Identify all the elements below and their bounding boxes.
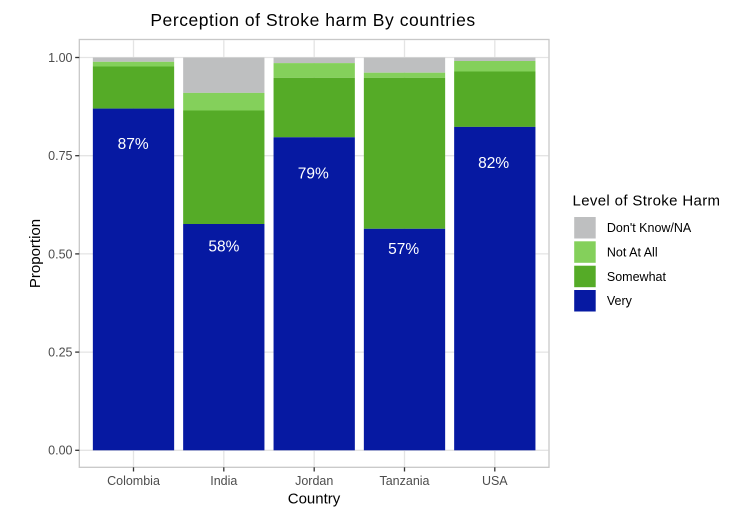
svg-text:58%: 58%: [208, 239, 239, 256]
svg-text:79%: 79%: [298, 166, 329, 183]
svg-text:57%: 57%: [388, 241, 419, 258]
svg-text:0.00: 0.00: [48, 444, 72, 458]
svg-text:Proportion: Proportion: [27, 219, 44, 288]
svg-text:Jordan: Jordan: [295, 474, 333, 488]
svg-text:87%: 87%: [118, 136, 149, 153]
svg-text:Country: Country: [288, 490, 341, 507]
svg-text:India: India: [210, 474, 237, 488]
svg-text:Very: Very: [607, 294, 633, 308]
svg-text:Perception of Stroke harm By c: Perception of Stroke harm By countries: [150, 10, 475, 30]
svg-text:Level of Stroke Harm: Level of Stroke Harm: [573, 193, 721, 210]
svg-text:0.75: 0.75: [48, 149, 72, 163]
svg-text:82%: 82%: [478, 155, 509, 172]
svg-text:0.25: 0.25: [48, 346, 72, 360]
svg-text:1.00: 1.00: [48, 51, 72, 65]
svg-text:Colombia: Colombia: [107, 474, 160, 488]
svg-text:Don't Know/NA: Don't Know/NA: [607, 221, 692, 235]
svg-text:Not At All: Not At All: [607, 246, 658, 260]
svg-text:Somewhat: Somewhat: [607, 270, 667, 284]
svg-text:USA: USA: [482, 474, 508, 488]
svg-text:0.50: 0.50: [48, 247, 72, 261]
svg-text:Tanzania: Tanzania: [379, 474, 429, 488]
